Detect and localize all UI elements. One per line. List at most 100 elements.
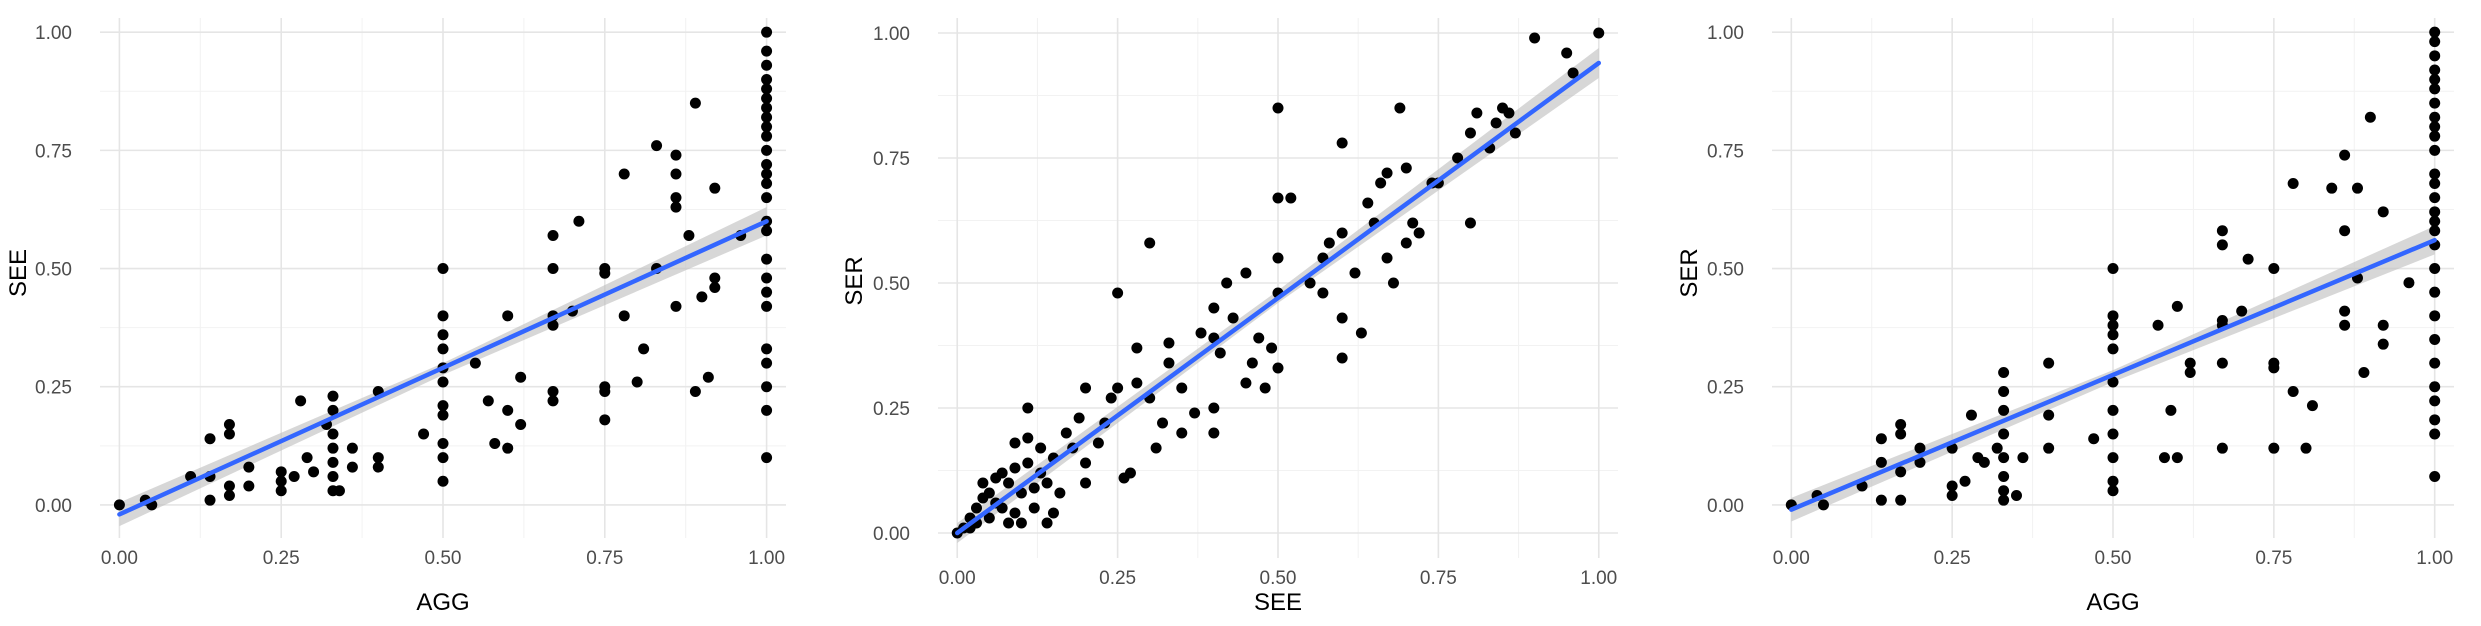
- data-point: [2429, 471, 2441, 483]
- data-point: [696, 291, 708, 303]
- data-point: [2216, 357, 2228, 369]
- data-point: [761, 404, 773, 416]
- data-point: [977, 477, 989, 489]
- data-point: [1272, 252, 1284, 264]
- data-point: [502, 442, 514, 454]
- y-tick-label: 0.75: [35, 141, 72, 162]
- data-point: [1144, 237, 1156, 249]
- data-point: [2429, 97, 2441, 109]
- data-point: [761, 83, 773, 95]
- data-point: [761, 26, 773, 38]
- data-point: [573, 215, 585, 227]
- data-point: [1407, 217, 1419, 229]
- data-point: [1317, 287, 1329, 299]
- data-point: [2429, 381, 2441, 393]
- data-point: [1387, 277, 1399, 289]
- data-point: [301, 452, 313, 464]
- data-point: [618, 310, 630, 322]
- data-point: [618, 168, 630, 180]
- data-point: [761, 45, 773, 57]
- y-axis-title: SEE: [5, 249, 32, 297]
- data-point: [1336, 352, 1348, 364]
- data-point: [689, 385, 701, 397]
- plot-area: 0.00 0.25 0.50 0.75 1.00 0.00 0.25 0.50 0.75 1.00: [873, 18, 1618, 589]
- data-point: [1157, 417, 1169, 429]
- data-point: [2429, 395, 2441, 407]
- data-point: [631, 376, 643, 388]
- data-point: [1208, 427, 1220, 439]
- data-point: [1112, 287, 1124, 299]
- data-point: [2326, 182, 2338, 194]
- data-point: [1028, 482, 1040, 494]
- data-point: [2339, 225, 2351, 237]
- data-point: [437, 452, 449, 464]
- data-point: [2429, 192, 2441, 204]
- data-point: [1561, 47, 1573, 59]
- data-point: [1400, 237, 1412, 249]
- data-point: [2107, 404, 2119, 416]
- data-point: [1105, 392, 1117, 404]
- y-axis-title: SER: [1676, 248, 1703, 297]
- data-point: [1959, 475, 1971, 487]
- data-point: [2351, 182, 2363, 194]
- data-point: [2377, 338, 2389, 350]
- data-point: [1349, 267, 1361, 279]
- data-point: [983, 512, 995, 524]
- data-point: [2429, 111, 2441, 123]
- data-point: [761, 177, 773, 189]
- data-point: [437, 376, 449, 388]
- data-point: [1503, 107, 1515, 119]
- data-point: [482, 395, 494, 407]
- data-point: [2429, 50, 2441, 62]
- data-point: [1895, 419, 1907, 431]
- data-point: [308, 466, 320, 478]
- data-point: [327, 471, 339, 483]
- data-point: [1336, 227, 1348, 239]
- data-point: [1272, 362, 1284, 374]
- data-point: [223, 489, 235, 501]
- data-point: [2152, 319, 2164, 331]
- data-point: [1227, 312, 1239, 324]
- data-point: [437, 310, 449, 322]
- data-point: [761, 286, 773, 298]
- data-point: [1394, 102, 1406, 114]
- plot-area: 0.00 0.25 0.50 0.75 1.00 0.00 0.25 0.50 0.75 1.00: [35, 18, 786, 569]
- data-point: [709, 272, 721, 284]
- data-point: [437, 329, 449, 341]
- data-point: [2107, 329, 2119, 341]
- data-point: [372, 461, 384, 473]
- data-point: [2107, 485, 2119, 497]
- data-point: [204, 433, 216, 445]
- data-point: [1047, 507, 1059, 519]
- data-point: [1073, 412, 1085, 424]
- data-point: [2429, 357, 2441, 369]
- data-point: [1246, 357, 1258, 369]
- data-point: [761, 144, 773, 156]
- data-point: [1413, 227, 1425, 239]
- data-point: [346, 442, 358, 454]
- data-point: [1041, 517, 1053, 529]
- data-point: [761, 159, 773, 171]
- x-tick-label: 1.00: [1580, 568, 1617, 589]
- data-point: [113, 499, 125, 511]
- x-tick-label: 1.00: [2416, 548, 2453, 569]
- data-point: [761, 102, 773, 114]
- x-tick-label: 0.00: [1773, 548, 1810, 569]
- data-point: [1285, 192, 1297, 204]
- data-point: [2107, 319, 2119, 331]
- data-point: [2158, 452, 2170, 464]
- data-point: [1022, 432, 1034, 444]
- y-tick-label: 0.00: [873, 524, 910, 545]
- data-point: [1998, 404, 2010, 416]
- data-point: [327, 442, 339, 454]
- data-point: [1464, 127, 1476, 139]
- data-point: [1131, 342, 1143, 354]
- data-point: [2171, 452, 2183, 464]
- data-point: [761, 343, 773, 355]
- data-point: [437, 409, 449, 421]
- data-point: [1221, 277, 1233, 289]
- data-point: [1060, 427, 1072, 439]
- data-point: [2429, 286, 2441, 298]
- data-point: [1092, 437, 1104, 449]
- data-point: [2165, 404, 2177, 416]
